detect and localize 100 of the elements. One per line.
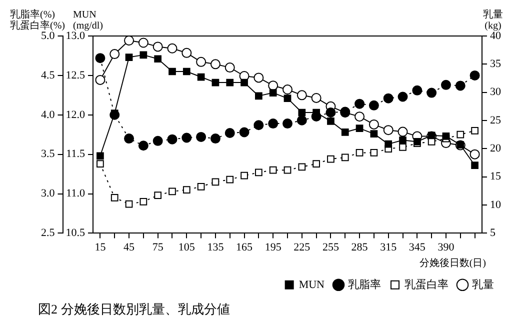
point — [327, 118, 334, 125]
point — [240, 78, 248, 86]
point — [356, 149, 364, 156]
point — [269, 166, 277, 174]
y-tick-label: 5.0 — [41, 30, 56, 42]
y3-tick-label: 12.5 — [66, 69, 86, 82]
point — [399, 144, 406, 151]
point — [240, 172, 248, 180]
point — [327, 155, 334, 163]
point — [197, 73, 205, 81]
point — [268, 80, 278, 91]
point — [196, 56, 206, 67]
point — [212, 78, 220, 86]
point — [226, 78, 234, 86]
y-tick-label: 3.5 — [41, 148, 56, 160]
y2-tick-label: 5 — [490, 227, 496, 240]
point — [341, 128, 349, 136]
point — [470, 70, 480, 80]
legend-label: MUN — [298, 278, 325, 291]
point — [124, 36, 134, 46]
point — [470, 149, 480, 160]
point — [471, 162, 478, 170]
point — [196, 132, 206, 142]
point — [197, 182, 205, 190]
point — [167, 134, 178, 144]
y-tick-label: 2.5 — [41, 227, 56, 240]
y-axis-title: 乳脂率(%) 乳蛋白率(%) — [10, 8, 65, 32]
x-tick-label: 255 — [322, 242, 340, 254]
point — [167, 43, 178, 54]
point — [182, 48, 192, 58]
y3-axis-title: MUN (mg/dl) — [72, 10, 103, 32]
point — [254, 120, 264, 130]
point — [356, 124, 364, 132]
point — [152, 42, 163, 52]
point — [442, 132, 450, 140]
x-tick-label: 105 — [178, 242, 196, 254]
point — [140, 51, 148, 59]
point — [224, 62, 235, 73]
x-tick-label: 225 — [294, 242, 311, 254]
point — [456, 130, 464, 138]
point — [284, 94, 292, 102]
point — [341, 154, 349, 162]
point — [110, 194, 118, 202]
point — [95, 74, 106, 85]
point — [428, 138, 436, 146]
point — [96, 160, 104, 168]
point — [95, 53, 106, 64]
point — [125, 54, 133, 61]
point — [138, 38, 148, 48]
x-axis-title: 分娩後日数(日) — [419, 256, 486, 269]
y3-tick-label: 10.5 — [66, 227, 86, 240]
point — [298, 108, 306, 116]
y3-tick-label: 11.0 — [66, 188, 86, 200]
point — [398, 126, 408, 137]
point — [268, 118, 278, 129]
point — [255, 168, 262, 176]
point — [282, 118, 292, 129]
point — [168, 188, 176, 196]
point — [398, 92, 408, 102]
x-tick-label: 195 — [264, 242, 282, 254]
point — [152, 136, 163, 146]
point — [383, 125, 394, 136]
point — [312, 160, 320, 168]
point — [296, 115, 307, 126]
point — [254, 72, 264, 83]
point — [370, 130, 378, 138]
y2-tick-label: 10 — [490, 198, 502, 211]
point — [110, 49, 120, 60]
x-tick-label: 285 — [351, 242, 368, 254]
x-tick-label: 345 — [408, 242, 426, 254]
legend-label: 乳量 — [472, 278, 494, 291]
point — [182, 186, 190, 194]
point — [368, 119, 379, 130]
point — [210, 134, 220, 144]
point — [140, 198, 148, 206]
point — [284, 166, 292, 174]
point — [412, 85, 422, 96]
point — [399, 136, 406, 144]
text: 図2 分娩後日数別乳量、乳成分値 — [38, 302, 230, 317]
point — [354, 112, 365, 122]
point — [368, 100, 379, 110]
point — [224, 128, 235, 138]
point — [239, 127, 250, 138]
point — [370, 149, 378, 156]
point — [96, 152, 104, 160]
point — [298, 163, 306, 171]
point — [440, 80, 451, 90]
x-tick-label: 15 — [94, 242, 106, 254]
point — [212, 178, 220, 186]
y2-tick-label: 30 — [490, 86, 502, 98]
y-tick-label: 4.5 — [41, 69, 56, 82]
point — [226, 176, 234, 184]
y2-tick-label: 35 — [490, 58, 502, 70]
x-tick-label: 315 — [380, 242, 398, 254]
y3-tick-label: 13.0 — [66, 30, 86, 42]
point — [124, 134, 134, 144]
point — [326, 108, 336, 118]
point — [182, 132, 192, 143]
legend-label: 乳蛋白率 — [404, 278, 448, 291]
y3-tick-label: 11.5 — [66, 148, 86, 160]
